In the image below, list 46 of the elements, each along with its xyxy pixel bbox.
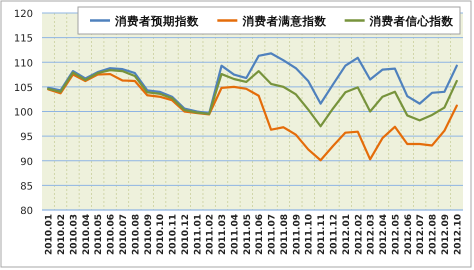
x-tick-label: 2011.06 — [255, 214, 266, 255]
x-tick-label: 2011.11 — [317, 214, 328, 255]
x-tick-label: 2012.03 — [366, 214, 377, 255]
x-tick-label: 2010.09 — [144, 214, 154, 255]
x-tick-label: 2012.10 — [453, 214, 464, 255]
legend-label: 消费者预期指数 — [114, 14, 200, 28]
x-tick-label: 2011.02 — [206, 214, 216, 255]
x-tick-label: 2010.03 — [69, 214, 80, 255]
x-tick-label: 2010.07 — [118, 214, 129, 255]
y-tick-label: 85 — [20, 181, 33, 192]
x-tick-label: 2010.12 — [180, 214, 191, 255]
x-tick-label: 2010.10 — [156, 214, 166, 255]
y-tick-label: 95 — [20, 132, 33, 144]
legend-label: 消费者信心指数 — [368, 14, 455, 28]
x-tick-label: 2012.09 — [440, 214, 451, 255]
x-tick-label: 2010.11 — [168, 214, 179, 255]
y-tick-label: 110 — [14, 58, 33, 70]
x-tick-label: 2012.08 — [428, 214, 439, 255]
x-tick-label: 2010.02 — [57, 214, 68, 255]
x-tick-label: 2012.02 — [354, 214, 364, 255]
y-tick-label: 90 — [20, 156, 33, 168]
x-tick-label: 2010.04 — [82, 214, 92, 255]
x-tick-label: 2010.08 — [131, 214, 142, 255]
y-tick-label: 80 — [20, 206, 33, 217]
y-tick-label: 105 — [14, 82, 33, 94]
x-tick-label: 2012.01 — [342, 214, 352, 255]
x-tick-label: 2011.07 — [268, 214, 278, 255]
x-tick-label: 2011.05 — [242, 214, 253, 255]
x-tick-label: 2011.10 — [304, 214, 315, 255]
y-tick-label: 120 — [14, 9, 33, 20]
x-tick-label: 2012.05 — [391, 214, 402, 255]
x-tick-label: 2012.06 — [404, 214, 414, 255]
x-tick-label: 2011.03 — [218, 214, 228, 255]
x-tick-label: 2010.01 — [44, 214, 55, 255]
y-tick-label: 100 — [14, 108, 33, 118]
legend-label: 消费者满意指数 — [241, 14, 328, 28]
y-tick-label: 115 — [14, 34, 33, 45]
x-tick-label: 2010.05 — [94, 214, 104, 255]
x-tick-label: 2012.04 — [379, 214, 390, 255]
x-tick-label: 2011.04 — [230, 214, 240, 255]
x-tick-label: 2010.06 — [106, 214, 117, 255]
x-tick-label: 2011.12 — [329, 214, 340, 255]
x-tick-label: 2011.01 — [193, 214, 204, 255]
x-tick-label: 2011.09 — [292, 214, 302, 255]
x-tick-label: 2011.08 — [280, 214, 290, 255]
x-tick-label: 2012.07 — [416, 214, 426, 255]
